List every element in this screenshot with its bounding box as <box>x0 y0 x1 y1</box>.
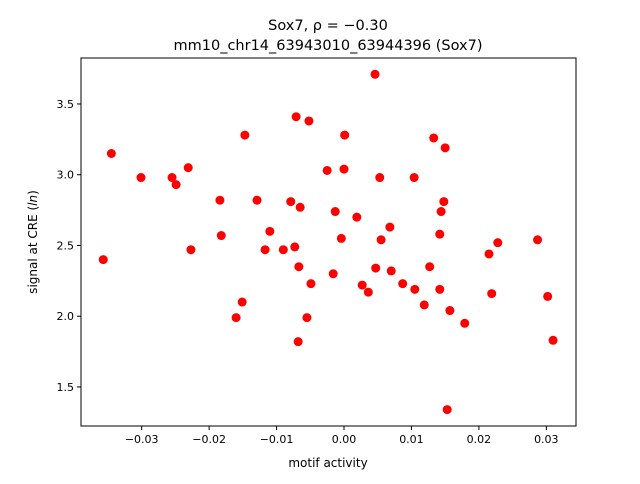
x-tick-label: 0.03 <box>534 433 559 446</box>
chart-title-line2: mm10_chr14_63943010_63944396 (Sox7) <box>174 38 483 54</box>
data-point <box>440 143 450 153</box>
data-point <box>330 207 340 217</box>
data-point <box>136 173 146 183</box>
data-point <box>375 173 385 183</box>
data-point <box>445 306 455 316</box>
data-point <box>442 405 452 415</box>
data-point <box>340 130 350 140</box>
x-tick-label: 0.00 <box>332 433 357 446</box>
data-point <box>216 231 226 241</box>
data-point <box>409 173 419 183</box>
data-point <box>306 279 316 289</box>
data-point <box>291 112 301 122</box>
data-point <box>167 173 177 183</box>
data-point <box>352 212 362 222</box>
x-axis: −0.03 −0.02 −0.01 0.00 0.01 0.02 0.03 <box>125 426 559 446</box>
data-point <box>357 280 367 290</box>
data-point <box>260 245 270 255</box>
data-point <box>386 266 396 276</box>
data-point <box>336 233 346 243</box>
points-layer <box>98 69 558 415</box>
y-tick-label: 3.0 <box>57 169 75 182</box>
data-point <box>278 245 288 255</box>
data-point <box>252 195 262 205</box>
data-point <box>171 180 181 190</box>
data-point <box>106 149 116 159</box>
y-tick-label: 2.0 <box>57 310 75 323</box>
data-point <box>371 263 381 273</box>
x-axis-label: motif activity <box>288 456 367 470</box>
data-point <box>385 222 395 232</box>
data-point <box>98 255 108 265</box>
data-point <box>265 226 275 236</box>
data-point <box>302 313 312 323</box>
data-point <box>240 130 250 140</box>
y-axis-label-prefix: signal at CRE ( <box>26 206 40 294</box>
data-point <box>186 245 196 255</box>
data-point <box>363 287 373 297</box>
data-point <box>435 284 445 294</box>
data-point <box>290 242 300 252</box>
data-point <box>304 116 314 126</box>
x-tick-label: 0.02 <box>467 433 492 446</box>
data-point <box>376 235 386 245</box>
y-tick-label: 2.5 <box>57 239 75 252</box>
data-point <box>231 313 241 323</box>
data-point <box>429 133 439 143</box>
data-point <box>370 69 380 79</box>
data-point <box>294 262 304 272</box>
chart-title-line1: Sox7, ρ = −0.30 <box>268 18 388 34</box>
y-tick-label: 1.5 <box>57 381 75 394</box>
data-point <box>215 195 225 205</box>
y-tick-label: 3.5 <box>57 98 75 111</box>
data-point <box>419 300 429 310</box>
data-point <box>293 337 303 347</box>
data-point <box>435 229 445 239</box>
data-point <box>493 238 503 248</box>
y-axis-label-italic: ln <box>26 195 40 206</box>
data-point <box>484 249 494 259</box>
data-point <box>286 197 296 207</box>
data-point <box>487 289 497 299</box>
data-point <box>439 197 449 207</box>
data-point <box>533 235 543 245</box>
y-axis: 1.5 2.0 2.5 3.0 3.5 <box>57 98 81 394</box>
data-point <box>183 163 193 173</box>
data-point <box>339 164 349 174</box>
x-tick-label: −0.03 <box>125 433 159 446</box>
data-point <box>548 335 558 345</box>
data-point <box>322 165 332 175</box>
data-point <box>237 297 247 307</box>
data-point <box>410 284 420 294</box>
data-point <box>460 318 470 328</box>
y-axis-label-suffix: ) <box>26 190 40 195</box>
y-axis-label: signal at CRE (ln) <box>26 190 40 294</box>
x-tick-label: −0.02 <box>192 433 226 446</box>
data-point <box>295 202 305 212</box>
data-point <box>543 291 553 301</box>
data-point <box>425 262 435 272</box>
x-tick-label: −0.01 <box>260 433 294 446</box>
x-tick-label: 0.01 <box>399 433 424 446</box>
plot-frame <box>80 57 577 427</box>
data-point <box>328 269 338 279</box>
data-point <box>436 207 446 217</box>
data-point <box>398 279 408 289</box>
